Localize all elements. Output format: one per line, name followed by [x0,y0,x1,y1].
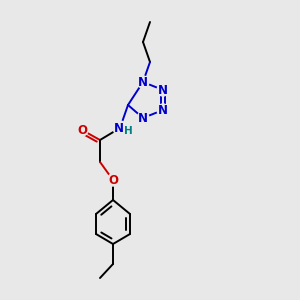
Text: O: O [108,173,118,187]
Text: N: N [138,112,148,124]
Circle shape [157,84,169,96]
Circle shape [137,76,149,88]
Circle shape [113,121,127,135]
Circle shape [137,112,149,124]
Text: N: N [158,83,168,97]
Circle shape [157,104,169,116]
Text: N: N [114,122,124,134]
Text: H: H [124,126,132,136]
Circle shape [107,174,119,186]
Circle shape [76,124,88,136]
Text: N: N [138,76,148,88]
Text: N: N [158,103,168,116]
Text: O: O [77,124,87,136]
